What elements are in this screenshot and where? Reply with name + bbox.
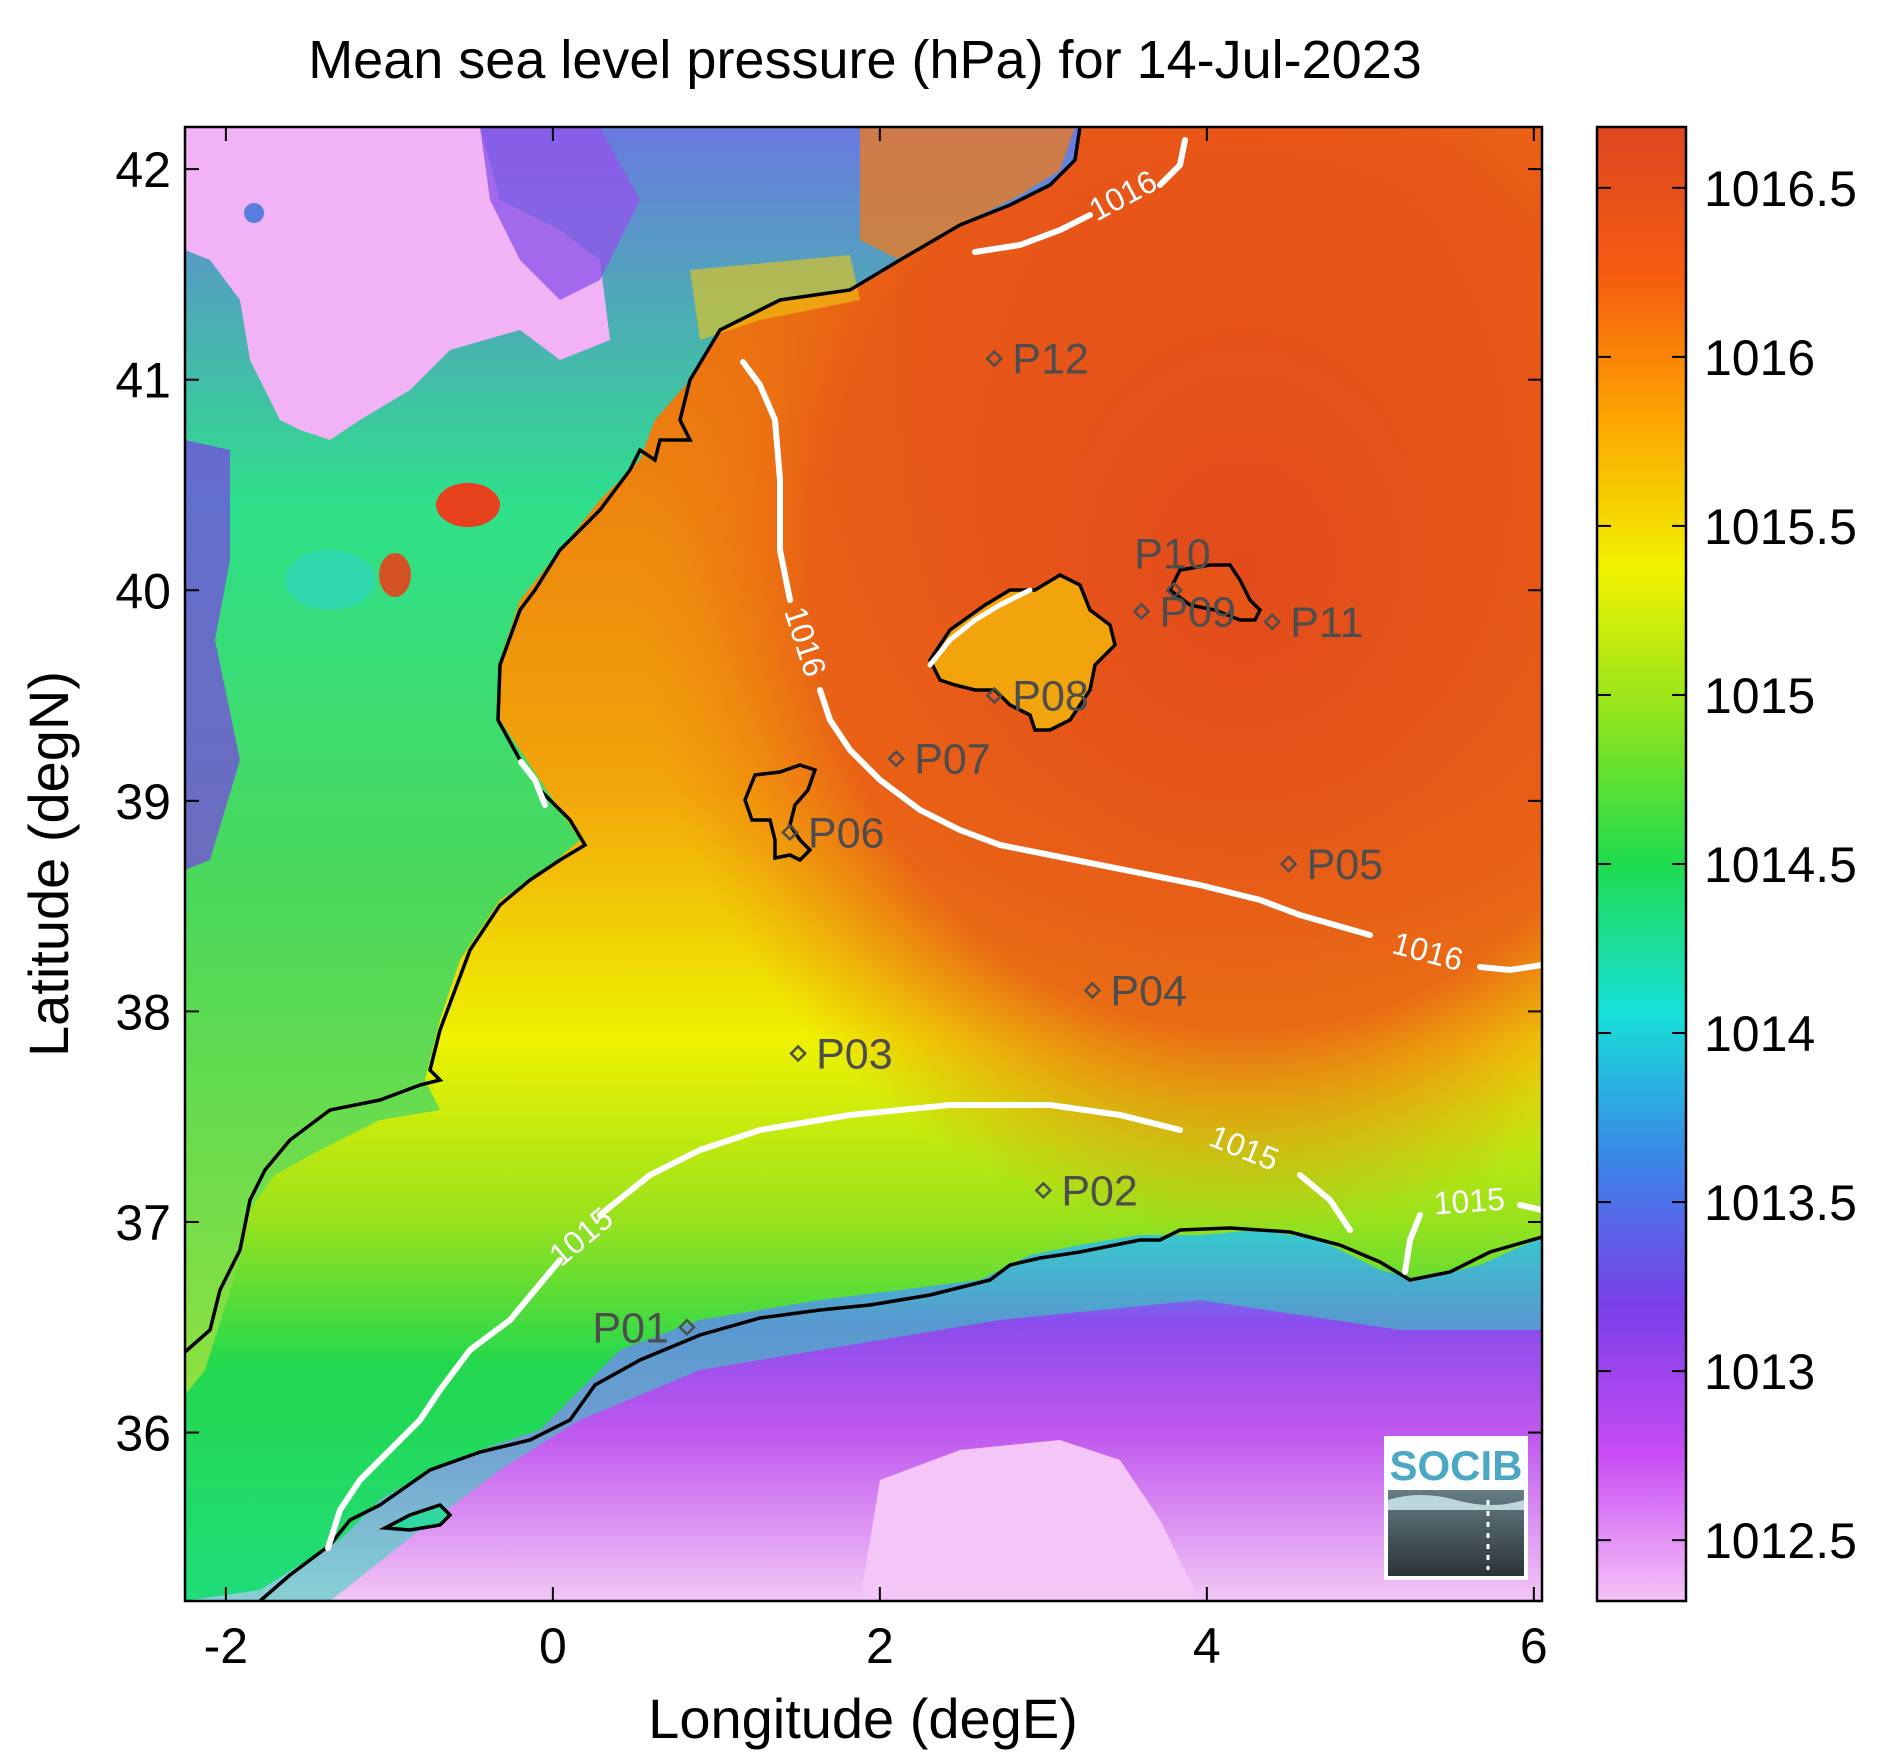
station-marker-icon — [789, 1044, 807, 1063]
station-marker-icon — [1034, 1181, 1053, 1200]
y-tick-label: 42 — [115, 142, 171, 198]
station-p05[interactable]: P05 — [1279, 841, 1384, 889]
station-label: P07 — [914, 736, 991, 784]
station-label: P04 — [1110, 967, 1187, 1015]
station-marker-icon — [1132, 602, 1151, 621]
colorbar-tick-label: 1016 — [1704, 330, 1815, 386]
y-axis-label: Latitude (degN) — [17, 671, 80, 1057]
station-label: P02 — [1061, 1167, 1138, 1215]
chart-title: Mean sea level pressure (hPa) for 14-Jul… — [308, 30, 1422, 90]
menorca-island — [1167, 563, 1263, 622]
station-label: P08 — [1012, 673, 1089, 721]
west-iberia-low — [185, 440, 240, 870]
station-marker-icon — [781, 823, 799, 842]
map-frame — [183, 125, 1544, 1603]
station-label: P11 — [1290, 599, 1363, 647]
station-label: P12 — [1012, 336, 1089, 384]
y-tick-label: 40 — [115, 563, 171, 619]
colorbar-tick-label: 1016.5 — [1704, 161, 1857, 217]
station-p07[interactable]: P07 — [887, 736, 991, 784]
contour-coast-fragment — [518, 759, 548, 808]
y-tick-label: 38 — [115, 984, 171, 1040]
colorbar-tick-label: 1012.5 — [1704, 1513, 1857, 1569]
y-tick-label: 41 — [115, 353, 171, 409]
station-label: P05 — [1307, 841, 1384, 889]
station-p08[interactable]: P08 — [985, 673, 1089, 721]
colorbar-tick-label: 1013 — [1704, 1344, 1815, 1400]
x-tick-label: -2 — [204, 1618, 248, 1674]
iberia-hot-spot-2 — [379, 553, 411, 597]
station-marker-icon — [1263, 613, 1281, 631]
contour-1016-north — [972, 137, 1188, 255]
station-marker-icon — [678, 1318, 696, 1337]
alboran-island — [378, 1502, 453, 1532]
ebro-warm-band — [690, 255, 860, 340]
station-p12[interactable]: P12 — [985, 336, 1089, 384]
x-tick-label: 6 — [1520, 1618, 1548, 1674]
iberia-land — [185, 127, 1080, 1395]
map-field — [185, 127, 1542, 1601]
station-label: P06 — [808, 809, 885, 857]
x-tick-label: 2 — [866, 1618, 894, 1674]
africa-coastline — [258, 1226, 1542, 1601]
iberia-coastline — [185, 127, 1082, 1354]
logo-wave — [1388, 1495, 1524, 1510]
y-tick-label: 39 — [115, 774, 171, 830]
logo-text: SOCIB — [1389, 1442, 1522, 1489]
station-p06[interactable]: P06 — [781, 809, 885, 857]
y-tick-label: 37 — [115, 1195, 171, 1251]
contour-1015-east — [1402, 1202, 1542, 1275]
colorbar-tick-label: 1015 — [1704, 668, 1815, 724]
station-p02[interactable]: P02 — [1034, 1167, 1138, 1215]
station-label: P10 — [1134, 530, 1211, 578]
station-label: P03 — [816, 1031, 893, 1079]
y-tick-label: 36 — [115, 1406, 171, 1462]
station-marker-icon — [1279, 855, 1298, 873]
colorbar-tick-label: 1013.5 — [1704, 1175, 1857, 1231]
iberia-hot-spot-1 — [436, 483, 500, 527]
contour-1016-mallorca — [927, 587, 1033, 668]
logo-top-band — [1388, 1440, 1524, 1490]
africa-land — [185, 1230, 1542, 1601]
colorbar-ticks: 1012.5 1013 1013.5 1014 1014.5 1015 1015.5 1016… — [1597, 161, 1857, 1569]
socib-logo: SOCIB — [1384, 1436, 1528, 1580]
ibiza-island — [743, 763, 818, 863]
colorbar-ramp — [1597, 127, 1686, 1601]
iberia-cool-patch — [285, 550, 375, 610]
station-marker-icon — [985, 349, 1004, 368]
station-p10[interactable]: P10 — [1134, 530, 1211, 600]
station-label: P01 — [592, 1304, 669, 1352]
station-marker-icon — [985, 686, 1004, 705]
colorbar-tick-label: 1015.5 — [1704, 499, 1857, 555]
station-p11[interactable]: P11 — [1263, 599, 1364, 647]
colorbar-tick-label: 1014 — [1704, 1006, 1815, 1062]
x-tick-label: 0 — [539, 1618, 567, 1674]
x-axis-label: Longitude (degE) — [648, 1687, 1078, 1750]
contour-1015-arc — [325, 1102, 1353, 1551]
station-p04[interactable]: P04 — [1083, 967, 1187, 1015]
pressure-contours — [325, 137, 1542, 1551]
africa-low-area — [860, 1440, 1200, 1601]
colorbar-tick-label: 1014.5 — [1704, 837, 1857, 893]
y-axis: 36 37 38 39 40 41 42 — [115, 142, 1542, 1462]
contour-1016-main — [740, 359, 1542, 974]
contour-label-1015-east: 1015 — [1432, 1181, 1506, 1222]
station-marker-icon — [1165, 581, 1183, 600]
station-p01[interactable]: P01 — [592, 1304, 696, 1352]
station-marker-icon — [1083, 981, 1102, 1000]
x-axis: -2 0 2 4 6 — [204, 127, 1548, 1674]
x-tick-label: 4 — [1193, 1618, 1221, 1674]
station-marker-icon — [887, 749, 905, 768]
iberia-blue-dot — [244, 203, 264, 223]
catalonia-hot-band — [860, 127, 1075, 260]
colorbar: 1012.5 1013 1013.5 1014 1014.5 1015 1015.5 1016… — [1595, 125, 1857, 1603]
northeast-iberia-band — [480, 127, 640, 300]
station-p03[interactable]: P03 — [789, 1031, 893, 1079]
